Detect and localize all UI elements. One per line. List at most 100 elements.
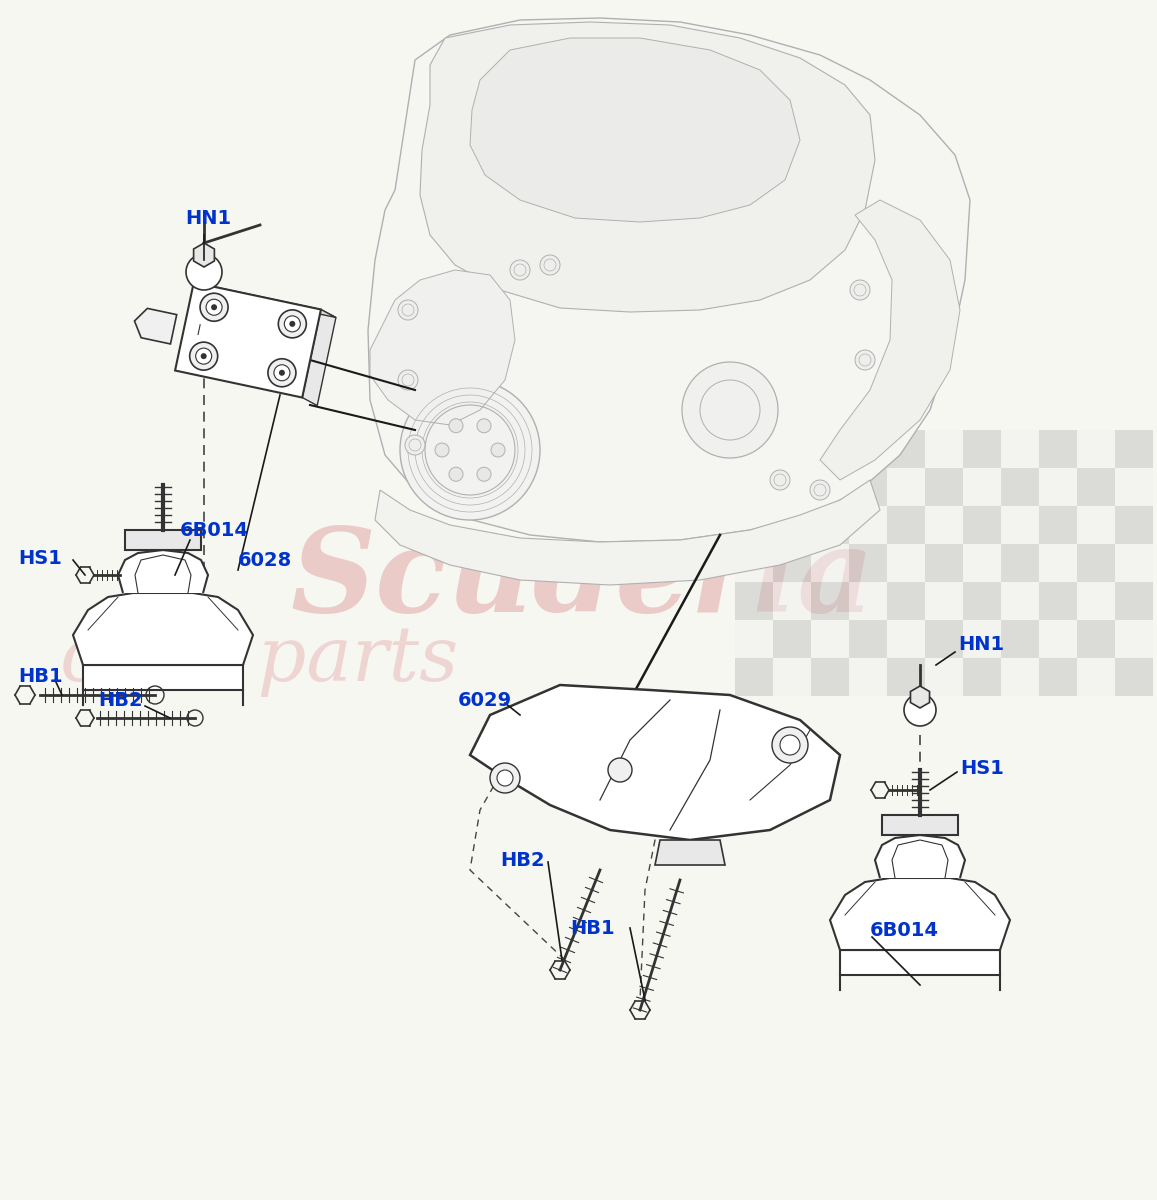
Polygon shape: [118, 550, 208, 593]
Bar: [849, 468, 887, 506]
Bar: [1001, 658, 1039, 696]
Bar: [1001, 620, 1039, 658]
Bar: [811, 658, 849, 696]
Bar: [840, 950, 1000, 974]
Bar: [887, 544, 924, 582]
Text: HN1: HN1: [958, 636, 1004, 654]
Circle shape: [186, 254, 222, 290]
Bar: [811, 544, 849, 582]
Bar: [849, 430, 887, 468]
Bar: [1001, 506, 1039, 544]
Bar: [773, 468, 811, 506]
Polygon shape: [875, 835, 965, 878]
Bar: [1039, 658, 1077, 696]
Bar: [924, 620, 963, 658]
Bar: [1077, 506, 1115, 544]
Polygon shape: [911, 686, 929, 708]
Bar: [924, 544, 963, 582]
Bar: [849, 544, 887, 582]
Polygon shape: [193, 282, 336, 318]
Bar: [1115, 430, 1154, 468]
Circle shape: [771, 470, 790, 490]
Bar: [1115, 620, 1154, 658]
Bar: [1115, 658, 1154, 696]
Circle shape: [477, 419, 491, 433]
Bar: [735, 620, 773, 658]
Bar: [963, 620, 1001, 658]
Bar: [1115, 544, 1154, 582]
Bar: [1077, 430, 1115, 468]
Bar: [1001, 430, 1039, 468]
Circle shape: [285, 316, 301, 332]
Polygon shape: [375, 480, 880, 584]
Circle shape: [200, 353, 207, 359]
Circle shape: [491, 443, 504, 457]
Bar: [963, 658, 1001, 696]
Circle shape: [449, 419, 463, 433]
Text: HB1: HB1: [19, 666, 62, 685]
Bar: [773, 506, 811, 544]
Bar: [1039, 620, 1077, 658]
Polygon shape: [193, 242, 214, 266]
Circle shape: [196, 348, 212, 364]
Bar: [735, 544, 773, 582]
Bar: [924, 658, 963, 696]
Bar: [924, 430, 963, 468]
Bar: [811, 620, 849, 658]
Circle shape: [206, 299, 222, 316]
Bar: [1001, 468, 1039, 506]
Bar: [735, 658, 773, 696]
Polygon shape: [134, 308, 177, 344]
Circle shape: [810, 480, 830, 500]
Bar: [924, 582, 963, 620]
Circle shape: [681, 362, 778, 458]
Bar: [773, 430, 811, 468]
Bar: [963, 430, 1001, 468]
Text: car   parts: car parts: [60, 623, 458, 697]
Text: HB1: HB1: [570, 918, 614, 937]
Polygon shape: [820, 200, 960, 480]
Text: 6028: 6028: [238, 551, 293, 570]
Bar: [887, 582, 924, 620]
Bar: [1039, 582, 1077, 620]
Circle shape: [289, 320, 295, 326]
Polygon shape: [368, 18, 970, 542]
Circle shape: [491, 763, 519, 793]
Bar: [811, 430, 849, 468]
Circle shape: [405, 434, 425, 455]
Polygon shape: [302, 310, 336, 406]
Bar: [924, 468, 963, 506]
Polygon shape: [655, 840, 725, 865]
Circle shape: [435, 443, 449, 457]
Circle shape: [449, 467, 463, 481]
Text: 6029: 6029: [458, 690, 513, 709]
Text: 6B014: 6B014: [180, 521, 249, 540]
Bar: [849, 582, 887, 620]
Bar: [924, 506, 963, 544]
Bar: [1115, 468, 1154, 506]
Bar: [1115, 506, 1154, 544]
Polygon shape: [470, 38, 799, 222]
Polygon shape: [175, 282, 320, 397]
Bar: [1077, 658, 1115, 696]
Bar: [887, 506, 924, 544]
Bar: [773, 658, 811, 696]
Bar: [1001, 544, 1039, 582]
Text: HB2: HB2: [98, 690, 142, 709]
Circle shape: [398, 370, 418, 390]
Bar: [773, 544, 811, 582]
Bar: [773, 582, 811, 620]
Circle shape: [400, 380, 540, 520]
Bar: [887, 620, 924, 658]
Bar: [773, 620, 811, 658]
Bar: [735, 430, 773, 468]
Bar: [887, 468, 924, 506]
Polygon shape: [125, 530, 201, 550]
Text: Scuderia: Scuderia: [290, 522, 874, 637]
Bar: [1115, 582, 1154, 620]
Circle shape: [904, 694, 936, 726]
Bar: [963, 582, 1001, 620]
Bar: [887, 658, 924, 696]
Circle shape: [498, 770, 513, 786]
Polygon shape: [73, 593, 253, 665]
